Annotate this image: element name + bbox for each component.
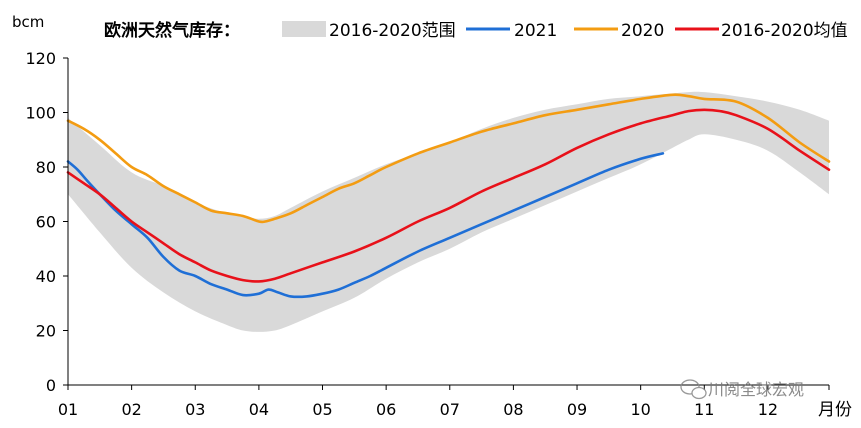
y-tick-label: 0	[46, 376, 56, 395]
x-tick-label: 05	[312, 400, 332, 419]
axes: 0 20 40 60 80 100 120 01 02 03 04 05 06 07 08 09 10 11 12	[25, 49, 830, 419]
x-tick-label: 06	[376, 400, 396, 419]
series-line-3	[66, 108, 831, 283]
y-axis-label: bcm	[12, 13, 44, 31]
y-tick-label: 120	[25, 49, 56, 68]
x-tick-label: 10	[630, 400, 650, 419]
legend-label-2020: 2020	[621, 21, 664, 41]
x-tick-label: 12	[758, 400, 778, 419]
x-tick-label: 08	[503, 400, 523, 419]
y-tick-label: 80	[36, 158, 56, 177]
y-tick-label: 60	[36, 213, 56, 232]
x-tick-label: 03	[185, 400, 205, 419]
watermark: 川阅全球宏观	[680, 379, 804, 400]
y-tick-label: 20	[36, 322, 56, 341]
x-tick-label: 11	[694, 400, 714, 419]
series-line-1	[66, 152, 665, 299]
y-tick-label: 100	[25, 104, 56, 123]
wechat-icon	[680, 379, 707, 400]
plot-area	[66, 91, 831, 332]
series-line-2	[66, 93, 831, 224]
legend-label-mean: 2016-2020均值	[721, 21, 848, 41]
x-tick-label: 02	[121, 400, 141, 419]
legend-label-2021: 2021	[514, 21, 557, 41]
x-tick-label: 04	[249, 400, 269, 419]
legend-label-range: 2016-2020范围	[329, 21, 456, 41]
y-tick-label: 40	[36, 267, 56, 286]
x-axis-label: 月份	[818, 400, 852, 420]
watermark-text: 川阅全球宏观	[708, 380, 804, 399]
range-band	[68, 91, 829, 332]
x-tick-label: 01	[58, 400, 78, 419]
legend: 欧洲天然气库存： 2016-2020范围 2021 2020 2016-2020…	[104, 20, 848, 41]
chart-title: 欧洲天然气库存：	[104, 20, 240, 41]
legend-swatch-range	[282, 21, 326, 37]
x-tick-label: 07	[440, 400, 460, 419]
x-tick-label: 09	[567, 400, 587, 419]
